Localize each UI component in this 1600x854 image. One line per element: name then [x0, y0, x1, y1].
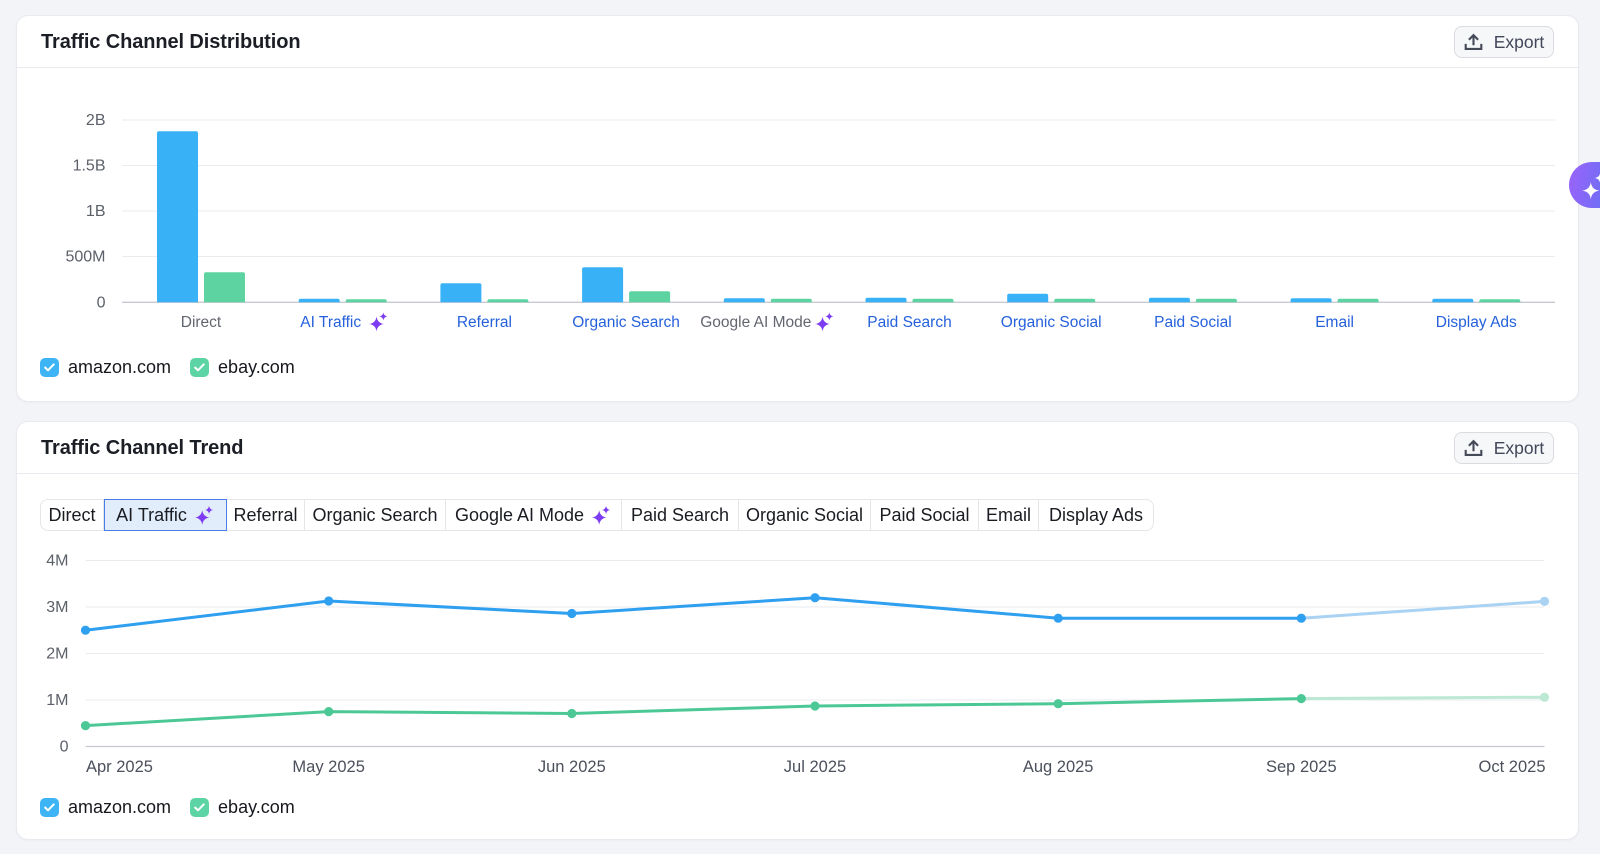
svg-text:Referral: Referral: [457, 314, 512, 331]
svg-text:0: 0: [60, 739, 69, 756]
svg-text:Display Ads: Display Ads: [1436, 314, 1517, 331]
svg-text:1.5B: 1.5B: [73, 158, 106, 175]
svg-text:Direct: Direct: [181, 314, 222, 331]
svg-text:Aug 2025: Aug 2025: [1023, 758, 1094, 776]
svg-text:0: 0: [97, 294, 106, 311]
svg-text:3M: 3M: [46, 599, 68, 616]
svg-text:4M: 4M: [46, 553, 68, 570]
svg-text:Oct 2025: Oct 2025: [1479, 758, 1546, 776]
svg-text:2M: 2M: [46, 646, 68, 663]
svg-text:May 2025: May 2025: [292, 758, 364, 776]
svg-text:500M: 500M: [65, 249, 105, 266]
svg-text:2B: 2B: [86, 112, 106, 129]
svg-text:Jul 2025: Jul 2025: [784, 758, 846, 776]
svg-text:1B: 1B: [86, 203, 106, 220]
svg-text:Paid Search: Paid Search: [867, 314, 951, 331]
svg-text:Sep 2025: Sep 2025: [1266, 758, 1337, 776]
svg-text:Email: Email: [1315, 314, 1354, 331]
svg-text:Organic Search: Organic Search: [572, 314, 680, 331]
svg-text:Apr 2025: Apr 2025: [86, 758, 153, 776]
svg-text:1M: 1M: [46, 692, 68, 709]
svg-text:AI Traffic: AI Traffic: [300, 314, 361, 331]
svg-text:Google AI Mode: Google AI Mode: [700, 314, 811, 331]
svg-text:Jun 2025: Jun 2025: [538, 758, 606, 776]
svg-text:Paid Social: Paid Social: [1154, 314, 1232, 331]
svg-text:Organic Social: Organic Social: [1001, 314, 1102, 331]
